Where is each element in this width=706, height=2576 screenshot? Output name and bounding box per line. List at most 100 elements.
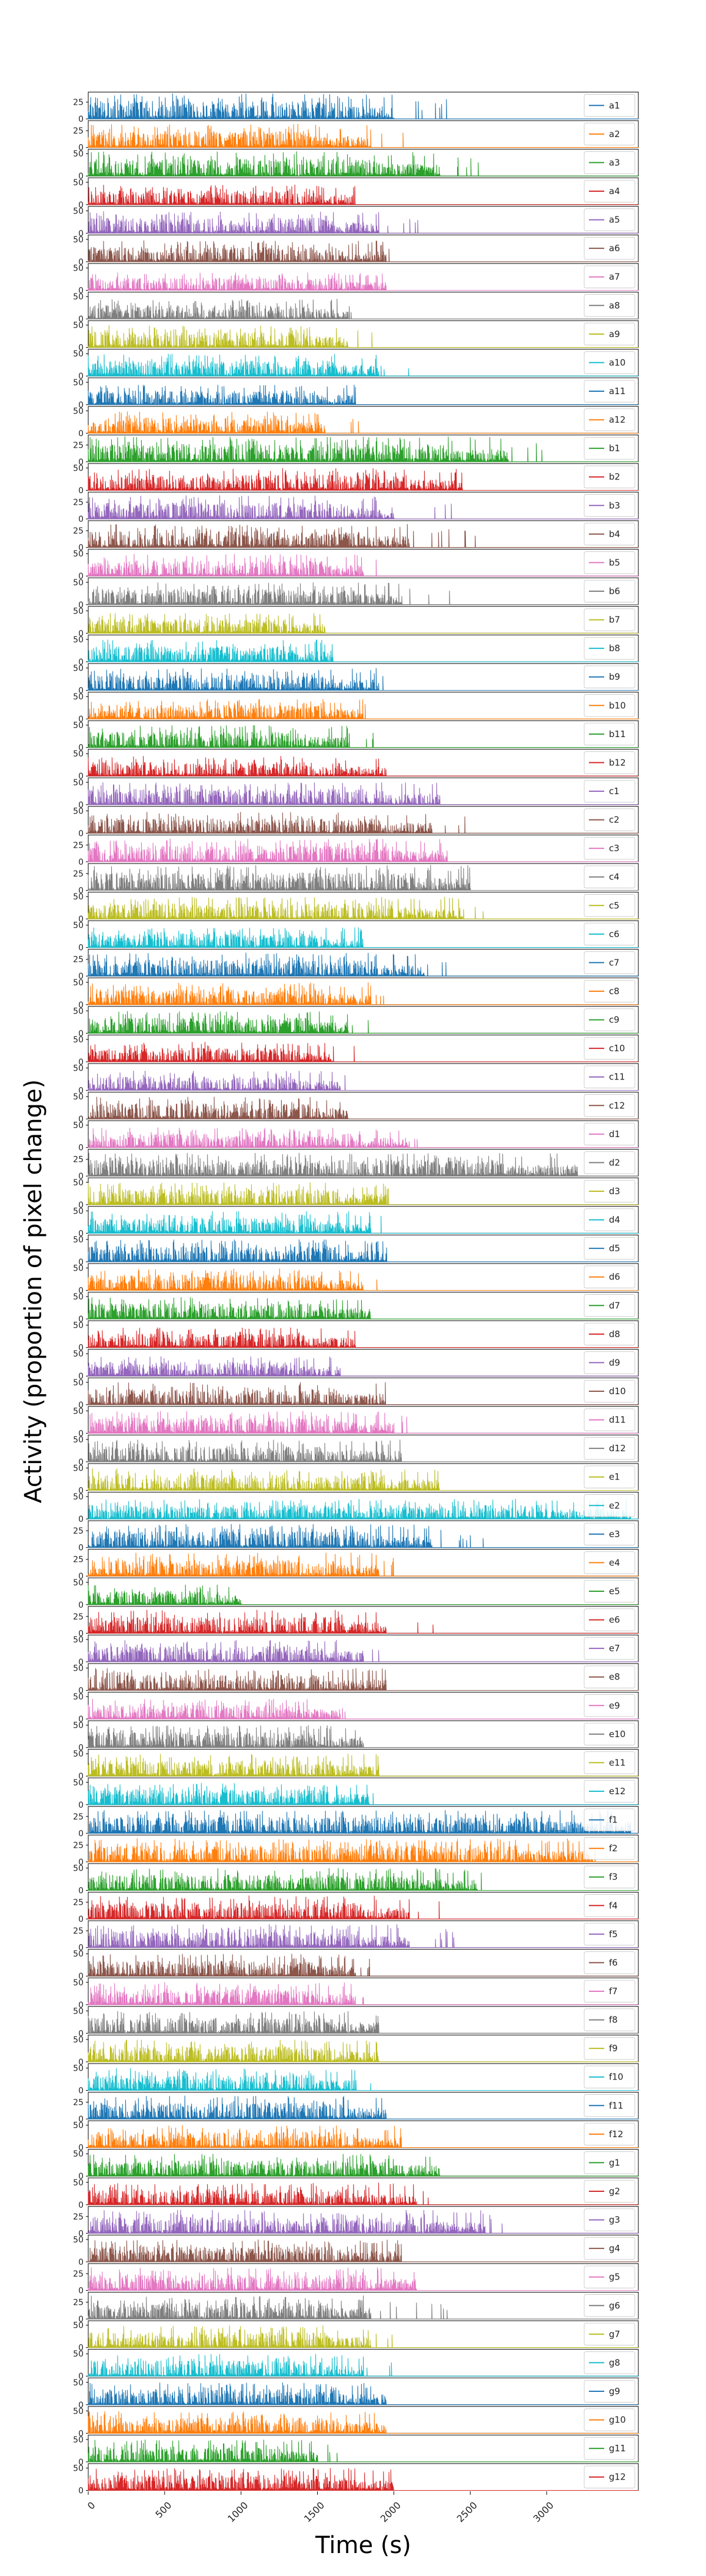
y-tick-label: 0 <box>78 1401 84 1410</box>
panel-d4: 0 50 d4 <box>73 1206 639 1238</box>
y-tick-label: 50 <box>73 2350 84 2359</box>
legend-label: c2 <box>609 815 620 825</box>
legend-box <box>584 2322 635 2346</box>
panel-g1: 0 50 g1 <box>73 2149 639 2181</box>
legend-box <box>584 1037 635 1060</box>
panel-frame <box>88 2377 639 2405</box>
series-line-a6 <box>88 240 638 262</box>
legend-d9: d9 <box>584 1351 635 1374</box>
series-line-f6 <box>88 1954 638 1977</box>
panel-d12: 0 50 d12 <box>73 1434 639 1467</box>
y-tick-label: 50 <box>73 1007 84 1016</box>
y-tick-label: 25 <box>73 2212 84 2222</box>
panel-b8: 0 50 b8 <box>73 634 639 667</box>
legend-box <box>584 208 635 231</box>
panel-frame <box>88 1349 639 1377</box>
panel-d10: 0 50 d10 <box>73 1377 639 1410</box>
y-tick-label: 25 <box>73 1898 84 1908</box>
y-tick-label: 0 <box>78 1258 84 1267</box>
series-line-f12 <box>88 2125 638 2148</box>
legend-box <box>584 1751 635 1774</box>
series-line-d5 <box>88 1239 638 1262</box>
panel-f11: 0 25 f11 <box>73 2092 639 2124</box>
legend-box <box>584 465 635 489</box>
y-tick-label: 0 <box>78 2058 84 2067</box>
legend-box <box>584 1465 635 1488</box>
series-line-d3 <box>88 1182 638 1205</box>
legend-label: b10 <box>609 700 626 711</box>
y-tick-label: 0 <box>78 829 84 838</box>
panel-g12: 0 50 g12 <box>73 2463 639 2496</box>
legend-box <box>584 751 635 774</box>
series-line-a8 <box>88 298 638 319</box>
y-tick-label: 50 <box>73 1778 84 1788</box>
y-tick-label: 50 <box>73 2035 84 2045</box>
legend-label: c5 <box>609 900 620 911</box>
series-line-f1 <box>88 1809 638 1834</box>
panel-a2: 0 25 a2 <box>73 120 639 153</box>
legend-g1: g1 <box>584 2151 635 2174</box>
y-tick-label: 50 <box>73 264 84 274</box>
legend-label: f6 <box>609 1957 618 1968</box>
legend-label: g9 <box>609 2386 620 2397</box>
legend-box <box>584 2465 635 2489</box>
legend-box <box>584 779 635 803</box>
x-tick-label: 2500 <box>455 2500 479 2524</box>
y-tick-label: 0 <box>78 486 84 496</box>
y-tick-label: 0 <box>78 629 84 638</box>
panel-d5: 0 50 d5 <box>73 1234 639 1267</box>
series-line-c1 <box>88 782 638 805</box>
y-tick-label: 0 <box>78 601 84 610</box>
x-tick-label: 2000 <box>378 2500 403 2524</box>
series-line-b1 <box>88 436 638 462</box>
legend-box <box>584 922 635 946</box>
legend-g7: g7 <box>584 2322 635 2346</box>
y-tick-label: 50 <box>73 2121 84 2131</box>
panel-g7: 0 50 g7 <box>73 2320 639 2353</box>
legend-label: a6 <box>609 243 620 254</box>
y-tick-label: 0 <box>78 2087 84 2096</box>
panel-a12: 0 50 a12 <box>73 406 639 438</box>
y-tick-label: 0 <box>78 915 84 924</box>
legend-e3: e3 <box>584 1522 635 1546</box>
y-tick-label: 25 <box>73 1155 84 1165</box>
legend-box <box>584 322 635 346</box>
y-tick-label: 50 <box>73 2321 84 2331</box>
series-line-f11 <box>88 2095 638 2120</box>
y-tick-label: 50 <box>73 978 84 988</box>
legend-d3: d3 <box>584 1179 635 1203</box>
y-tick-label: 25 <box>73 1927 84 1936</box>
series-line-b6 <box>88 582 638 605</box>
y-tick-label: 50 <box>73 1435 84 1445</box>
legend-label: g10 <box>609 2415 626 2425</box>
x-axis: 0 500 1000 1500 2000 2500 3000 <box>85 2491 556 2524</box>
panel-f10: 0 50 f10 <box>73 2063 639 2096</box>
series-line-a12 <box>88 411 638 434</box>
series-line-a10 <box>88 354 638 376</box>
panel-d1: 0 50 d1 <box>73 1120 639 1153</box>
y-tick-label: 50 <box>73 206 84 216</box>
legend-label: a3 <box>609 157 620 168</box>
panel-b10: 0 50 b10 <box>73 692 639 724</box>
legend-label: a11 <box>609 386 625 396</box>
y-tick-label: 0 <box>78 515 84 524</box>
legend-label: b4 <box>609 529 620 539</box>
panel-d3: 0 50 d3 <box>73 1177 639 1210</box>
legend-label: g8 <box>609 2357 620 2368</box>
series-line-a9 <box>88 325 638 348</box>
legend-b4: b4 <box>584 522 635 546</box>
legend-box <box>584 1322 635 1346</box>
panel-c8: 0 50 c8 <box>73 977 639 1010</box>
legend-box <box>584 1294 635 1317</box>
y-tick-label: 0 <box>78 1772 84 1781</box>
y-tick-label: 25 <box>73 841 84 850</box>
legend-label: e9 <box>609 1700 620 1711</box>
panel-a4: 0 50 a4 <box>73 177 639 210</box>
y-tick-label: 50 <box>73 1121 84 1131</box>
panel-c10: 0 50 c10 <box>73 1034 639 1067</box>
y-tick-label: 50 <box>73 1864 84 1874</box>
legend-box <box>584 1437 635 1460</box>
y-tick-label: 0 <box>78 372 84 381</box>
legend-box <box>584 2408 635 2431</box>
y-tick-label: 25 <box>73 98 84 108</box>
